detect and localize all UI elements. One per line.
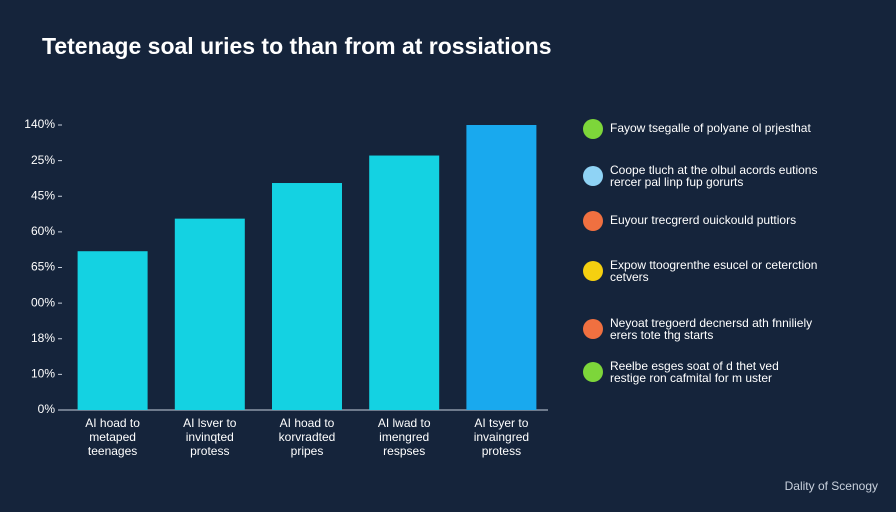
x-tick-label: AI lwad to (378, 416, 431, 430)
x-tick-label: korvradted (279, 430, 336, 444)
x-tick-label: protess (482, 444, 521, 458)
y-tick-label: 25% (31, 153, 55, 167)
x-tick-label: AI hoad to (85, 416, 140, 430)
legend-label: rercer pal linp fup gorurts (610, 175, 743, 189)
legend-label: Expow ttoogrenthe esucel or ceterction (610, 258, 817, 272)
legend-label: cetvers (610, 270, 649, 284)
legend-label: Euyour trecgrerd ouickould puttiors (610, 213, 796, 227)
y-tick-label: 18% (31, 331, 55, 345)
legend-label: erers tote thg starts (610, 328, 713, 342)
bar (77, 251, 148, 410)
legend-label: Neyoat tregoerd decnersd ath fnniliely (610, 316, 812, 330)
y-tick-label: 45% (31, 188, 55, 202)
y-tick-label: 65% (31, 260, 55, 274)
bar (369, 155, 440, 410)
x-tick-label: respses (383, 444, 425, 458)
legend-marker (583, 261, 603, 281)
x-tick-label: protess (190, 444, 229, 458)
y-tick-label: 10% (31, 367, 55, 381)
y-tick-label: 00% (31, 295, 55, 309)
legend-marker (583, 362, 603, 382)
x-tick-label: imengred (379, 430, 429, 444)
x-tick-label: AI tsyer to (474, 416, 528, 430)
x-tick-label: teenages (88, 444, 137, 458)
legend-marker (583, 211, 603, 231)
legend-label: restige ron cafmital for m uster (610, 371, 772, 385)
x-tick-label: AI hoad to (280, 416, 335, 430)
bar (174, 218, 245, 410)
chart-title: Tetenage soal uries to than from at ross… (42, 33, 552, 59)
x-tick-label: invinqted (186, 430, 234, 444)
x-tick-label: invaingred (474, 430, 529, 444)
legend-label: Reelbe esges soat of d thet ved (610, 359, 779, 373)
bar (466, 125, 537, 410)
x-tick-label: metaped (89, 430, 136, 444)
legend-marker (583, 119, 603, 139)
legend-marker (583, 319, 603, 339)
x-tick-label: AI lsver to (183, 416, 237, 430)
legend-marker (583, 166, 603, 186)
y-tick-label: 60% (31, 224, 55, 238)
legend-label: Fayow tsegalle of polyane ol prjesthat (610, 121, 811, 135)
y-tick-label: 140% (24, 117, 55, 131)
bar (272, 183, 342, 410)
legend-label: Coope tluch at the olbul acords eutions (610, 163, 817, 177)
y-tick-label: 0% (38, 402, 56, 416)
source: Dality of Scenogy (785, 479, 878, 493)
x-tick-label: pripes (291, 444, 324, 458)
